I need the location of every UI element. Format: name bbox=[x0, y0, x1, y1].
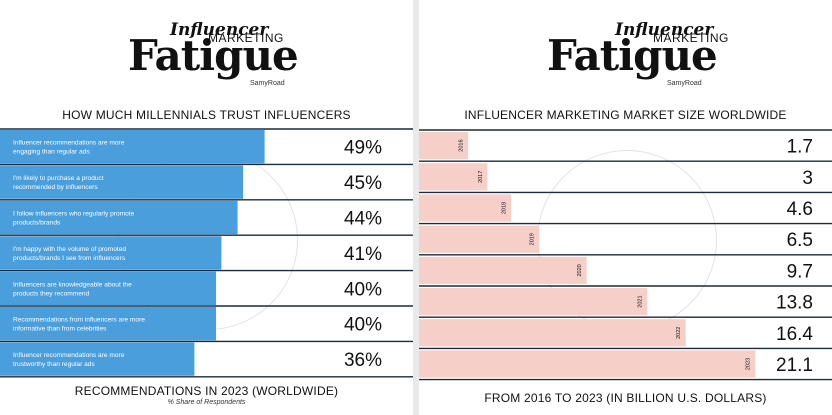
trust-category-label: I follow influencers who regularly promo… bbox=[13, 211, 135, 227]
brand-byline: SamyRoad bbox=[250, 80, 285, 87]
trust-bar bbox=[0, 307, 216, 341]
trust-chart: Influencer recommendations are more engag… bbox=[0, 128, 413, 378]
brand-fatigue: Fatigue bbox=[547, 31, 718, 80]
market-value-label: 9.7 bbox=[787, 261, 813, 282]
trust-category-label: Influencer recommendations are more engag… bbox=[13, 140, 125, 156]
trust-bar bbox=[0, 342, 195, 376]
market-bar bbox=[419, 350, 756, 378]
trust-category-label: I'm likely to purchase a product recommen… bbox=[13, 175, 104, 191]
trust-footer-title: RECOMMENDATIONS IN 2023 (WORLDWIDE) bbox=[74, 384, 339, 398]
trust-value-label: 40% bbox=[344, 315, 382, 336]
trust-bar bbox=[0, 200, 238, 235]
brand-script: Influencer bbox=[170, 20, 269, 40]
market-value-label: 4.6 bbox=[787, 199, 813, 220]
trust-value-label: 41% bbox=[344, 244, 382, 265]
trust-category-label: Influencers are knowledgeable about the p… bbox=[13, 281, 132, 297]
market-bar bbox=[419, 132, 469, 160]
trust-value-label: 40% bbox=[344, 279, 382, 300]
market-value-label: 1.7 bbox=[787, 137, 813, 158]
brand-byline: SamyRoad bbox=[667, 80, 702, 87]
trust-category-label: Influencer recommendations are more trust… bbox=[13, 352, 125, 368]
brand-logo: Influencer MARKETING Fatigue SamyRoad bbox=[419, 14, 832, 94]
market-year-label: 2023 bbox=[746, 358, 752, 370]
trust-bar bbox=[0, 271, 216, 305]
trust-category-label: Recommendations from influencers are mor… bbox=[13, 317, 145, 333]
market-value-label: 21.1 bbox=[776, 355, 813, 376]
trust-value-label: 49% bbox=[344, 138, 382, 159]
market-chart-title: INFLUENCER MARKETING MARKET SIZE WORLDWI… bbox=[464, 108, 787, 122]
market-year-label: 2021 bbox=[638, 295, 644, 307]
trust-value-label: 44% bbox=[344, 209, 382, 230]
brand-fatigue: Fatigue bbox=[128, 31, 299, 80]
market-bar bbox=[419, 288, 648, 316]
trust-panel: Influencer MARKETING Fatigue SamyRoad HO… bbox=[0, 0, 413, 415]
market-bar bbox=[419, 256, 587, 284]
market-value-label: 13.8 bbox=[776, 293, 813, 314]
market-chart: 2016 1.7 2017 3 2018 4.6 2019 6.5 2020 9.7 2021 13.… bbox=[419, 129, 832, 381]
market-bar bbox=[419, 163, 488, 191]
trust-footer-subtitle: % Share of Respondents bbox=[167, 399, 246, 406]
market-year-label: 2020 bbox=[577, 264, 583, 276]
brand-marketing: MARKETING bbox=[208, 31, 284, 45]
trust-value-label: 45% bbox=[344, 173, 382, 194]
market-bar bbox=[419, 225, 540, 253]
market-year-label: 2019 bbox=[530, 233, 536, 245]
market-year-label: 2017 bbox=[478, 171, 484, 183]
trust-bar bbox=[0, 130, 265, 164]
market-panel: Influencer MARKETING Fatigue SamyRoad IN… bbox=[419, 0, 832, 415]
trust-bar bbox=[0, 165, 243, 199]
market-bar bbox=[419, 194, 512, 222]
trust-chart-title: HOW MUCH MILLENNIALS TRUST INFLUENCERS bbox=[62, 108, 351, 122]
brand-marketing: MARKETING bbox=[653, 31, 729, 45]
market-value-label: 6.5 bbox=[787, 230, 813, 251]
market-year-label: 2022 bbox=[676, 327, 682, 339]
market-year-label: 2018 bbox=[502, 202, 508, 214]
brand-logo: Influencer MARKETING Fatigue SamyRoad bbox=[0, 14, 413, 94]
market-year-label: 2016 bbox=[459, 139, 465, 151]
market-value-label: 3 bbox=[802, 168, 813, 189]
market-bar bbox=[419, 319, 686, 347]
trust-value-label: 36% bbox=[344, 350, 382, 371]
trust-category-label: I'm happy with the volume of promoted pro… bbox=[13, 246, 126, 262]
market-footer-title: FROM 2016 TO 2023 (IN BILLION U.S. DOLLA… bbox=[484, 391, 767, 405]
trust-bar bbox=[0, 236, 222, 270]
market-value-label: 16.4 bbox=[776, 324, 813, 345]
brand-script: Influencer bbox=[615, 20, 714, 40]
